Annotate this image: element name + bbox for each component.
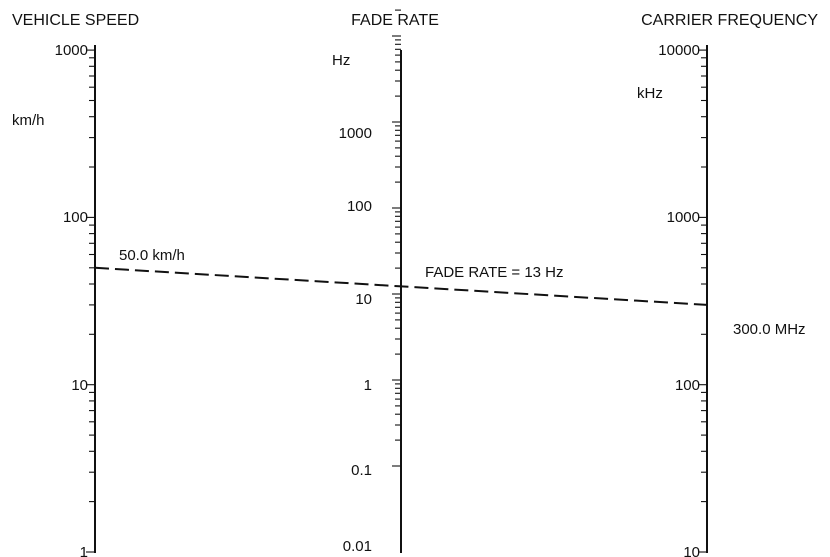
- example-speed-label: 50.0 km/h: [119, 247, 185, 264]
- speed-label-1000: 1000: [55, 42, 88, 59]
- fade-label-1: 1: [364, 377, 372, 394]
- fade-label-1000: 1000: [339, 125, 372, 142]
- fade-rate-title: FADE RATE: [351, 12, 439, 29]
- carrier-label-1000: 1000: [667, 209, 700, 226]
- fade-rate-ticks: [392, 9, 401, 467]
- vehicle-speed-title: VEHICLE SPEED: [12, 12, 139, 29]
- carrier-frequency-ticks: [698, 49, 707, 553]
- speed-label-100: 100: [63, 209, 88, 226]
- example-dashed-line: [94, 266, 708, 306]
- carrier-frequency-title: CARRIER FREQUENCY: [641, 12, 818, 29]
- carrier-label-10: 10: [683, 544, 700, 557]
- carrier-label-10000: 10000: [658, 42, 700, 59]
- fade-label-100: 100: [347, 198, 372, 215]
- carrier-label-100: 100: [675, 377, 700, 394]
- speed-label-10: 10: [71, 377, 88, 394]
- fade-label-10: 10: [355, 291, 372, 308]
- example-carrier-label: 300.0 MHz: [733, 321, 806, 338]
- fade-label-0.01: 0.01: [343, 538, 372, 555]
- example-fade-rate-label: FADE RATE = 13 Hz: [425, 264, 564, 281]
- fade-rate-unit: Hz: [332, 52, 350, 69]
- fade-label-0.1: 0.1: [351, 462, 372, 479]
- speed-label-1: 1: [80, 544, 88, 557]
- vehicle-speed-ticks: [86, 49, 95, 553]
- carrier-frequency-unit: kHz: [637, 85, 663, 102]
- vehicle-speed-unit: km/h: [12, 112, 45, 129]
